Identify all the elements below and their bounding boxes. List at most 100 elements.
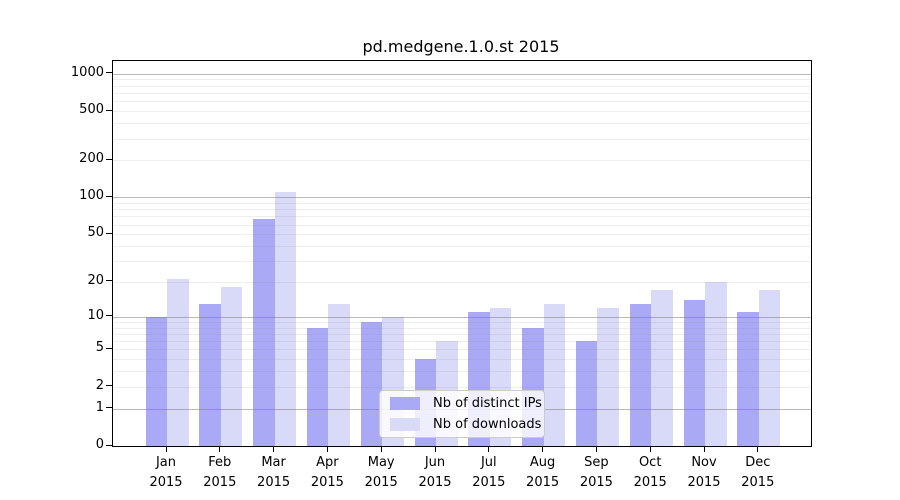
x-tick-year: 2015 (310, 475, 344, 490)
x-tick-mark (757, 446, 759, 452)
y-tick-mark (106, 347, 112, 349)
x-tick-year: 2015 (526, 475, 560, 490)
bar-downloads-apr (328, 303, 350, 446)
gridline-minor (113, 349, 811, 351)
y-tick-label: 500 (79, 102, 104, 117)
x-tick-label-dec: Dec 2015 (726, 453, 790, 493)
x-tick-label-jun: Jun 2015 (403, 453, 467, 493)
x-tick-label-jan: Jan 2015 (134, 453, 198, 493)
gridline-minor (113, 327, 811, 329)
gridline-minor (113, 371, 811, 373)
x-tick-label-oct: Oct 2015 (618, 453, 682, 493)
x-tick-mark (649, 446, 651, 452)
gridline-minor (113, 123, 811, 124)
gridline-minor (113, 333, 811, 335)
gridline-minor (113, 101, 811, 103)
bar-ips-apr (306, 327, 329, 446)
x-tick-month: Aug (529, 455, 556, 470)
x-tick-year: 2015 (149, 475, 183, 490)
bar-ips-mar (253, 219, 275, 446)
x-tick-label-nov: Nov 2015 (672, 453, 736, 493)
bar-ips-oct (629, 303, 652, 446)
gridline-minor (113, 85, 811, 87)
x-tick-label-jul: Jul 2015 (457, 453, 521, 493)
bar-ips-feb (199, 303, 221, 446)
x-tick-year: 2015 (741, 475, 775, 490)
gridline-minor (113, 341, 811, 343)
y-tick-mark (106, 232, 112, 234)
bar-downloads-sep (597, 307, 619, 446)
chart-title: pd.medgene.1.0.st 2015 (362, 37, 560, 56)
y-tick-label: 100 (79, 188, 104, 204)
gridline-major (113, 316, 811, 318)
gridline-minor (113, 321, 811, 323)
bar-ips-may (360, 321, 383, 446)
y-tick-label: 10 (87, 307, 104, 323)
x-tick-year: 2015 (364, 475, 398, 490)
gridline-minor (113, 359, 811, 361)
x-tick-label-aug: Aug 2015 (511, 453, 575, 493)
x-tick-month: Oct (638, 455, 662, 470)
legend: Nb of distinct IPs Nb of downloads (379, 390, 545, 438)
x-tick-month: Nov (691, 455, 717, 470)
y-tick-label: 5 (95, 340, 104, 356)
x-tick-mark (434, 446, 436, 452)
x-tick-mark (165, 446, 167, 452)
y-tick-mark (106, 158, 112, 160)
x-tick-year: 2015 (203, 475, 237, 490)
x-tick-year: 2015 (257, 475, 291, 490)
x-tick-month: Jun (424, 455, 446, 470)
gridline-minor (113, 209, 811, 211)
bar-downloads-mar (274, 192, 297, 446)
bar-downloads-feb (220, 287, 243, 446)
x-tick-month: Jul (480, 455, 497, 470)
x-tick-mark (219, 446, 221, 452)
y-tick-mark (106, 195, 112, 197)
x-tick-month: Dec (745, 455, 771, 470)
bar-ips-dec (737, 312, 759, 446)
y-tick-label: 20 (87, 272, 104, 288)
x-tick-year: 2015 (687, 475, 721, 490)
gridline-minor (113, 224, 811, 226)
x-tick-label-feb: Feb 2015 (188, 453, 252, 493)
x-tick-mark (488, 446, 490, 452)
plot-area: Nb of distinct IPs Nb of downloads (112, 60, 812, 447)
y-tick-mark (106, 407, 112, 409)
x-tick-month: May (367, 455, 395, 470)
x-tick-label-apr: Apr 2015 (295, 453, 359, 493)
y-tick-mark (106, 444, 112, 446)
bar-downloads-aug (543, 303, 566, 446)
bar-downloads-dec (758, 290, 781, 446)
x-tick-month: Jan (155, 455, 177, 470)
x-tick-mark (326, 446, 328, 452)
bar-ips-sep (575, 341, 598, 446)
gridline-minor (113, 260, 811, 262)
gridline-minor (113, 92, 811, 94)
bar-downloads-jan (167, 279, 189, 446)
x-tick-month: Apr (316, 455, 339, 470)
bar-downloads-oct (651, 290, 673, 446)
x-tick-year: 2015 (579, 475, 613, 490)
x-tick-mark (380, 446, 382, 452)
x-tick-mark (542, 446, 544, 452)
x-tick-month: Sep (584, 455, 609, 470)
x-tick-year: 2015 (633, 475, 667, 490)
legend-item-downloads: Nb of downloads (390, 416, 541, 434)
x-tick-mark (273, 446, 275, 452)
x-tick-mark (703, 446, 705, 452)
y-tick-label: 0 (95, 437, 104, 452)
gridline-minor (113, 216, 811, 218)
y-tick-mark (106, 280, 112, 282)
y-tick-label: 2 (95, 377, 104, 393)
y-tick-mark (106, 109, 112, 111)
gridline-major (113, 197, 811, 199)
gridline-minor (113, 386, 811, 388)
legend-swatch-downloads (390, 417, 420, 431)
y-tick-label: 1 (95, 399, 104, 415)
x-tick-month: Mar (261, 455, 286, 470)
legend-label-downloads: Nb of downloads (433, 416, 542, 432)
gridline-major (113, 73, 811, 75)
y-tick-mark (106, 72, 112, 74)
y-tick-label: 1000 (70, 64, 104, 80)
x-tick-mark (595, 446, 597, 452)
